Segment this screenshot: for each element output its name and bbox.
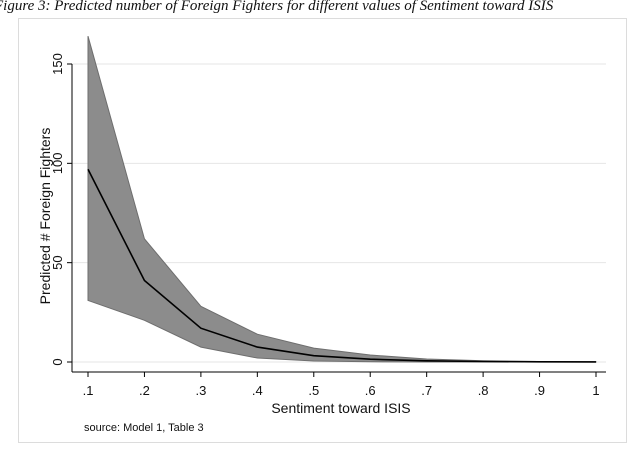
y-axis-title: Predicted # Foreign Fighters [37,128,53,305]
x-tick-label: .5 [308,383,319,398]
x-tick-label: .7 [421,383,432,398]
y-ticks: 0 50 100 150 [50,53,72,366]
x-tick-label: .3 [195,383,206,398]
y-tick-label: 0 [50,358,65,365]
source-note: source: Model 1, Table 3 [84,422,204,434]
x-ticks: .1 .2 .3 .4 .5 .6 .7 .8 .9 1 [83,372,600,398]
y-tick-label: 50 [50,255,65,269]
x-axis-title: Sentiment toward ISIS [271,400,410,416]
x-tick-label: .9 [534,383,545,398]
x-tick-label: .2 [139,383,150,398]
x-tick-label: .1 [83,383,94,398]
x-tick-label: 1 [592,383,599,398]
caption-variable: Sentiment toward ISIS [419,0,554,14]
confidence-band [87,36,597,363]
x-tick-label: .8 [478,383,489,398]
x-tick-label: .6 [365,383,376,398]
y-tick-label: 100 [50,152,65,174]
figure-caption: Figure 3: Predicted number of Foreign Fi… [0,0,640,14]
caption-prefix: Figure 3: Predicted number of Foreign Fi… [0,0,420,14]
x-tick-label: .4 [252,383,263,398]
prediction-line [87,168,597,363]
y-tick-label: 150 [50,53,65,75]
